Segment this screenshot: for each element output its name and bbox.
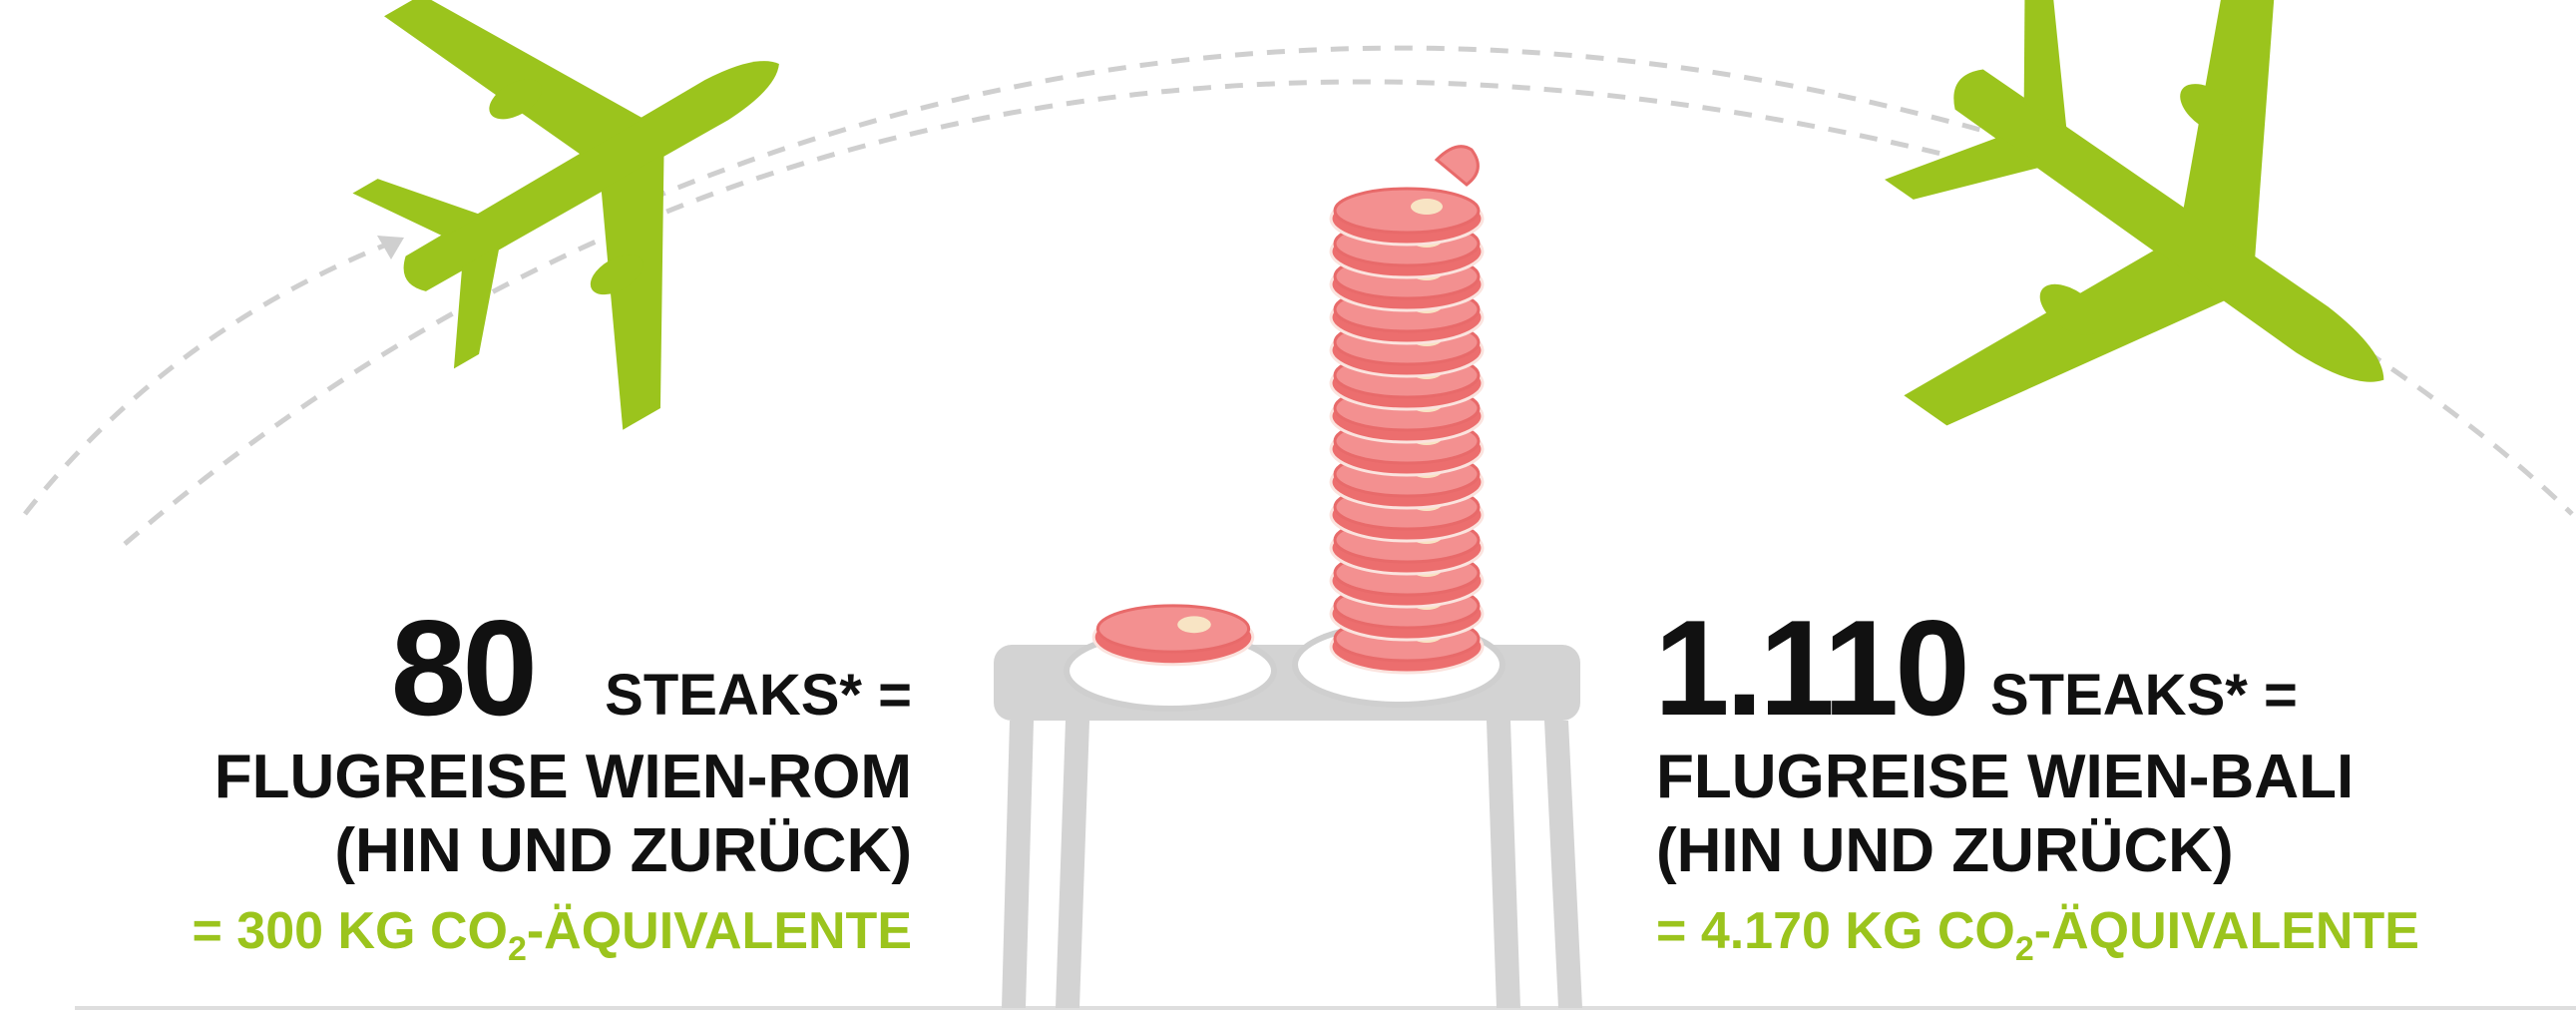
steak-shape xyxy=(1335,189,1479,233)
infographic: 80 STEAKS* = FLUGREISE WIEN-ROM (HIN UND… xyxy=(0,0,2576,1013)
table xyxy=(994,625,1582,1008)
right-block: 1.110 STEAKS* = FLUGREISE WIEN-BALI (HIN… xyxy=(1654,592,2419,968)
emission: = 300 KG CO2-ÄQUIVALENTE xyxy=(192,902,912,968)
unit-label: STEAKS* = xyxy=(605,663,912,728)
route-note: (HIN UND ZURÜCK) xyxy=(1656,816,2234,885)
emission-suffix: -ÄQUIVALENTE xyxy=(527,902,912,960)
subscript: 2 xyxy=(508,930,527,968)
unit-label: STEAKS* = xyxy=(1990,663,2298,728)
emission: = 4.170 KG CO2-ÄQUIVALENTE xyxy=(1656,902,2419,968)
emission-text: = 4.170 KG CO xyxy=(1656,902,2015,960)
steak-count: 80 xyxy=(391,592,534,744)
steak-shape xyxy=(1437,147,1478,185)
route: FLUGREISE WIEN-ROM xyxy=(215,743,912,811)
steak-stack xyxy=(1093,147,1483,673)
steak-count: 1.110 xyxy=(1654,592,1966,744)
emission-suffix: -ÄQUIVALENTE xyxy=(2034,902,2419,960)
route: FLUGREISE WIEN-BALI xyxy=(1656,743,2354,811)
steak-shape xyxy=(1097,606,1248,652)
plane-icon xyxy=(1790,0,2549,616)
subscript: 2 xyxy=(2015,930,2034,968)
route-note: (HIN UND ZURÜCK) xyxy=(334,816,912,885)
emission-text: = 300 KG CO xyxy=(192,902,507,960)
steak-shape xyxy=(1177,616,1211,633)
steak-shape xyxy=(1411,199,1443,215)
left-block: 80 STEAKS* = FLUGREISE WIEN-ROM (HIN UND… xyxy=(192,592,912,968)
